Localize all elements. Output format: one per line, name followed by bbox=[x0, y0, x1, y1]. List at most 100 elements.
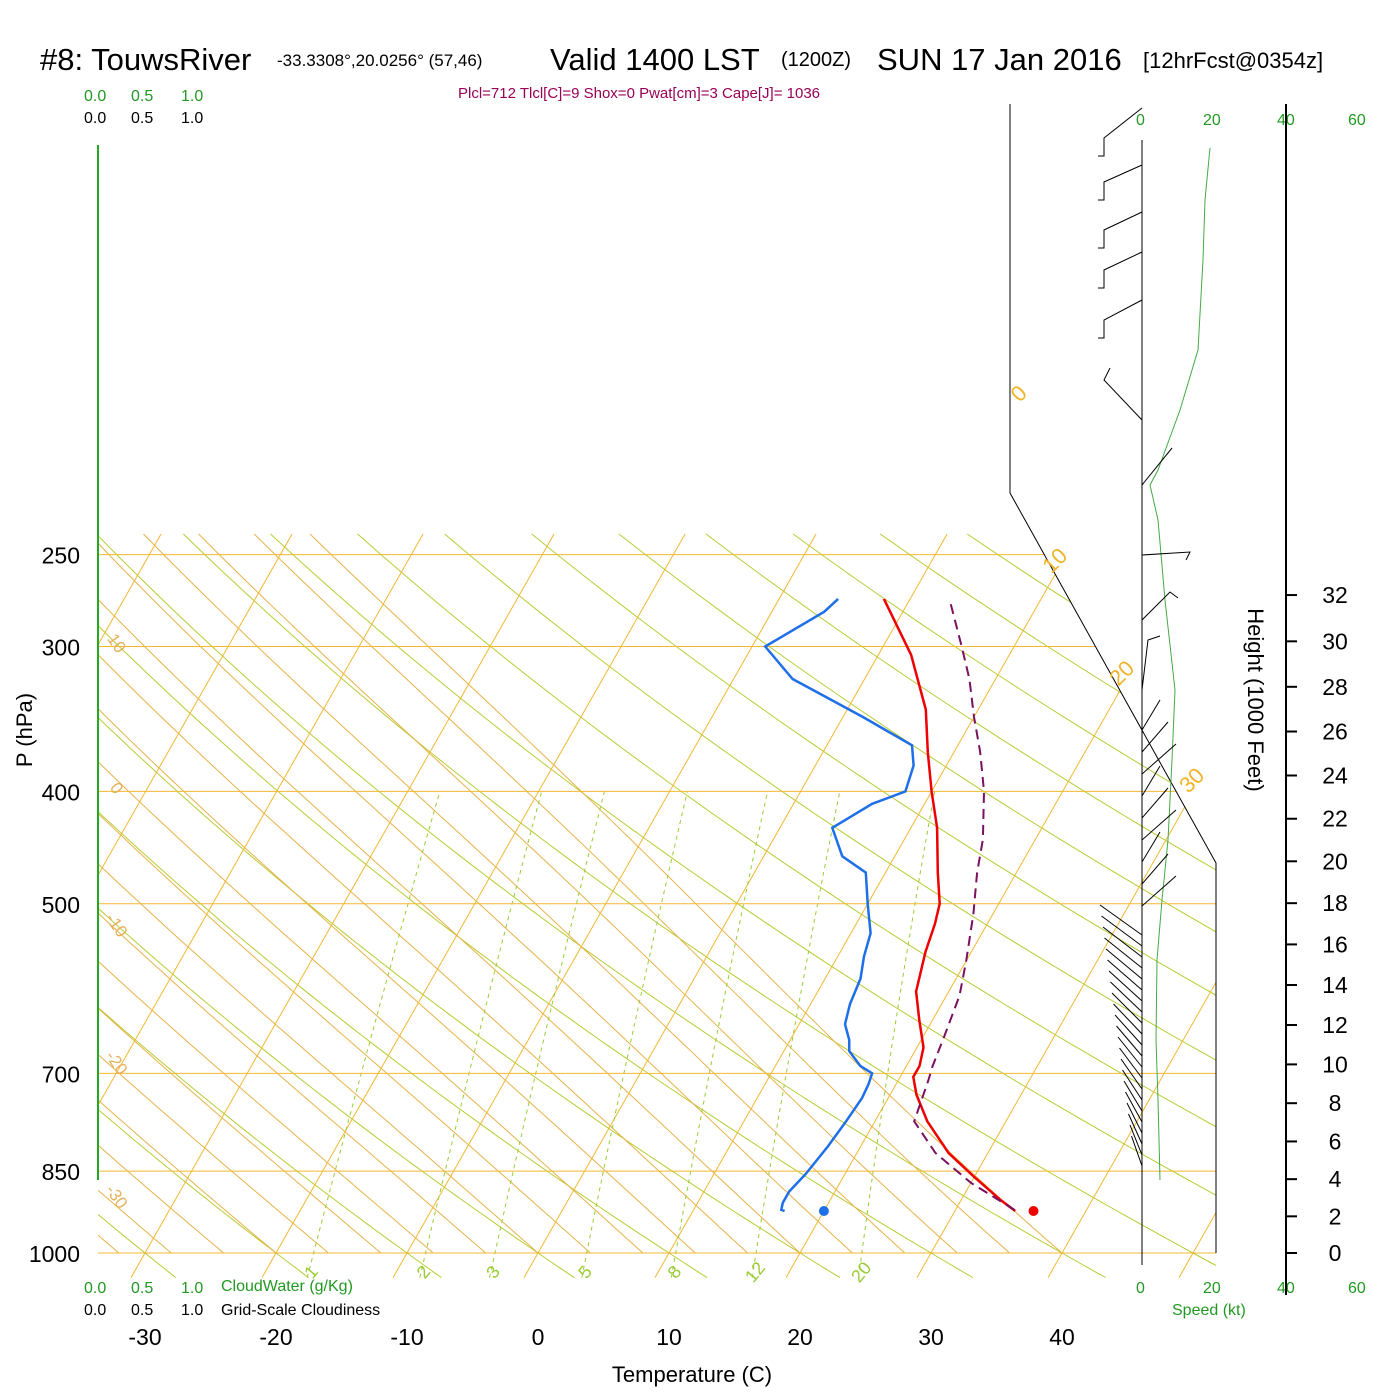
wind-barb bbox=[1122, 1069, 1143, 1101]
wind-barb bbox=[1129, 1124, 1143, 1156]
isotherm bbox=[98, 533, 424, 1278]
mixing-ratio-line bbox=[306, 791, 441, 1278]
wind-barb bbox=[1120, 1058, 1143, 1090]
isotherm-label: 10 bbox=[1037, 543, 1072, 578]
cloud-scale-bottom: 0.0 0.5 1.0 CloudWater (g/Kg) 0.0 0.5 1.… bbox=[84, 1278, 380, 1319]
adiabat-label: -10 bbox=[102, 910, 132, 941]
plot-boundary bbox=[1009, 104, 1217, 1253]
height-label: 4 bbox=[1329, 1166, 1342, 1192]
isotherm bbox=[98, 533, 162, 1278]
forecast-run: [12hrFcst@0354z] bbox=[1143, 48, 1323, 73]
height-label: 22 bbox=[1322, 806, 1348, 832]
wind-barb bbox=[1141, 635, 1161, 691]
temperature-label: 10 bbox=[656, 1324, 682, 1350]
isotherm bbox=[1178, 533, 1216, 1278]
wind-barb bbox=[1141, 853, 1169, 885]
wind-barb bbox=[1105, 948, 1143, 980]
wind-barb bbox=[1114, 1014, 1143, 1046]
wind-barb bbox=[1141, 743, 1177, 775]
dewpoint-profile bbox=[763, 597, 915, 1213]
temperature-surface-point bbox=[1028, 1205, 1039, 1216]
pressure-label: 850 bbox=[42, 1159, 80, 1185]
mixing-ratio-label: 12 bbox=[741, 1258, 769, 1286]
wind-barb bbox=[1141, 809, 1177, 841]
station-title: #8: TouwsRiver bbox=[40, 42, 251, 77]
svg-text:0.0: 0.0 bbox=[84, 88, 106, 105]
valid-time: Valid 1400 LST bbox=[550, 42, 760, 77]
wind-barb bbox=[1128, 1113, 1143, 1145]
dry-adiabat bbox=[98, 533, 841, 1279]
svg-text:0.0: 0.0 bbox=[84, 1302, 106, 1319]
moist-adiabat bbox=[98, 533, 172, 1254]
svg-text:0.5: 0.5 bbox=[131, 1302, 153, 1319]
x-axis-label: Temperature (C) bbox=[612, 1362, 772, 1387]
moist-adiabat bbox=[98, 533, 486, 1254]
temperature-label: -10 bbox=[390, 1324, 423, 1350]
isotherm-label: 0 bbox=[1006, 380, 1032, 406]
moist-adiabat bbox=[98, 533, 539, 1254]
mixing-ratio-line bbox=[751, 791, 841, 1278]
temperature-label: 30 bbox=[918, 1324, 944, 1350]
svg-text:20: 20 bbox=[1203, 1280, 1221, 1297]
isotherm bbox=[785, 533, 1210, 1278]
wind-barb bbox=[1116, 1025, 1143, 1057]
wind-barb bbox=[1141, 447, 1173, 486]
svg-text:0.5: 0.5 bbox=[131, 1280, 153, 1297]
adiabat-label: -30 bbox=[102, 1181, 132, 1212]
isotherm bbox=[98, 533, 293, 1278]
moist-adiabat bbox=[0, 534, 14, 1253]
height-label: 28 bbox=[1322, 674, 1348, 700]
wind-barb bbox=[1141, 787, 1169, 819]
svg-text:0.0: 0.0 bbox=[84, 1280, 106, 1297]
svg-text:1.0: 1.0 bbox=[181, 88, 203, 105]
wind-barb bbox=[1141, 591, 1179, 621]
moist-adiabat bbox=[98, 533, 801, 1254]
wind-barb bbox=[1117, 1036, 1143, 1068]
dry-adiabat bbox=[183, 533, 1216, 1279]
isotherm bbox=[1047, 533, 1216, 1278]
mixing-ratio-label: 20 bbox=[847, 1258, 875, 1286]
wind-speed-curve bbox=[1149, 147, 1211, 1181]
moist-adiabat bbox=[98, 533, 853, 1254]
isotherm bbox=[0, 534, 30, 1278]
forecast-date: SUN 17 Jan 2016 bbox=[877, 42, 1122, 77]
wind-barb bbox=[1110, 981, 1143, 1013]
mixing-ratio-line bbox=[489, 791, 605, 1278]
wind-barb bbox=[1108, 970, 1143, 1002]
station-coords: -33.3308°,20.0256° (57,46) bbox=[277, 51, 482, 70]
temperature-label: 40 bbox=[1049, 1324, 1075, 1350]
height-label: 32 bbox=[1322, 582, 1348, 608]
height-label: 26 bbox=[1322, 719, 1348, 745]
dry-adiabat bbox=[1141, 533, 1216, 1279]
wind-barb bbox=[1119, 1047, 1143, 1079]
wind-barb bbox=[1141, 721, 1169, 753]
moist-adiabat bbox=[98, 533, 382, 1254]
wind-barb bbox=[1113, 1003, 1143, 1035]
wind-barb bbox=[1098, 211, 1143, 249]
mixing-ratio-line bbox=[858, 791, 936, 1278]
moist-adiabat bbox=[98, 533, 434, 1254]
svg-text:60: 60 bbox=[1348, 112, 1366, 129]
temperature-label: 0 bbox=[532, 1324, 545, 1350]
svg-text:0.0: 0.0 bbox=[84, 110, 106, 127]
adiabat-label: 0 bbox=[106, 779, 127, 798]
svg-text:1.0: 1.0 bbox=[181, 1302, 203, 1319]
dry-adiabat bbox=[357, 533, 1216, 1279]
svg-text:0.5: 0.5 bbox=[131, 88, 153, 105]
dry-adiabat bbox=[1054, 533, 1216, 1279]
pressure-label: 700 bbox=[42, 1061, 80, 1087]
mixing-ratio-label: 8 bbox=[664, 1262, 686, 1283]
wind-barb bbox=[1141, 765, 1161, 797]
cloud-scale-top: 0.0 0.5 1.0 0.0 0.5 1.0 bbox=[84, 88, 203, 127]
wind-barb bbox=[1102, 926, 1143, 958]
mixing-ratio-line bbox=[581, 791, 688, 1278]
height-label: 6 bbox=[1329, 1128, 1342, 1154]
isotherm bbox=[392, 533, 817, 1278]
isotherm bbox=[130, 533, 555, 1278]
height-label: 12 bbox=[1322, 1012, 1348, 1038]
dry-adiabat bbox=[0, 534, 43, 1278]
wind-barb bbox=[1098, 299, 1143, 339]
wind-barb bbox=[1098, 107, 1143, 157]
svg-text:1.0: 1.0 bbox=[181, 1280, 203, 1297]
dry-adiabat bbox=[270, 533, 1216, 1279]
